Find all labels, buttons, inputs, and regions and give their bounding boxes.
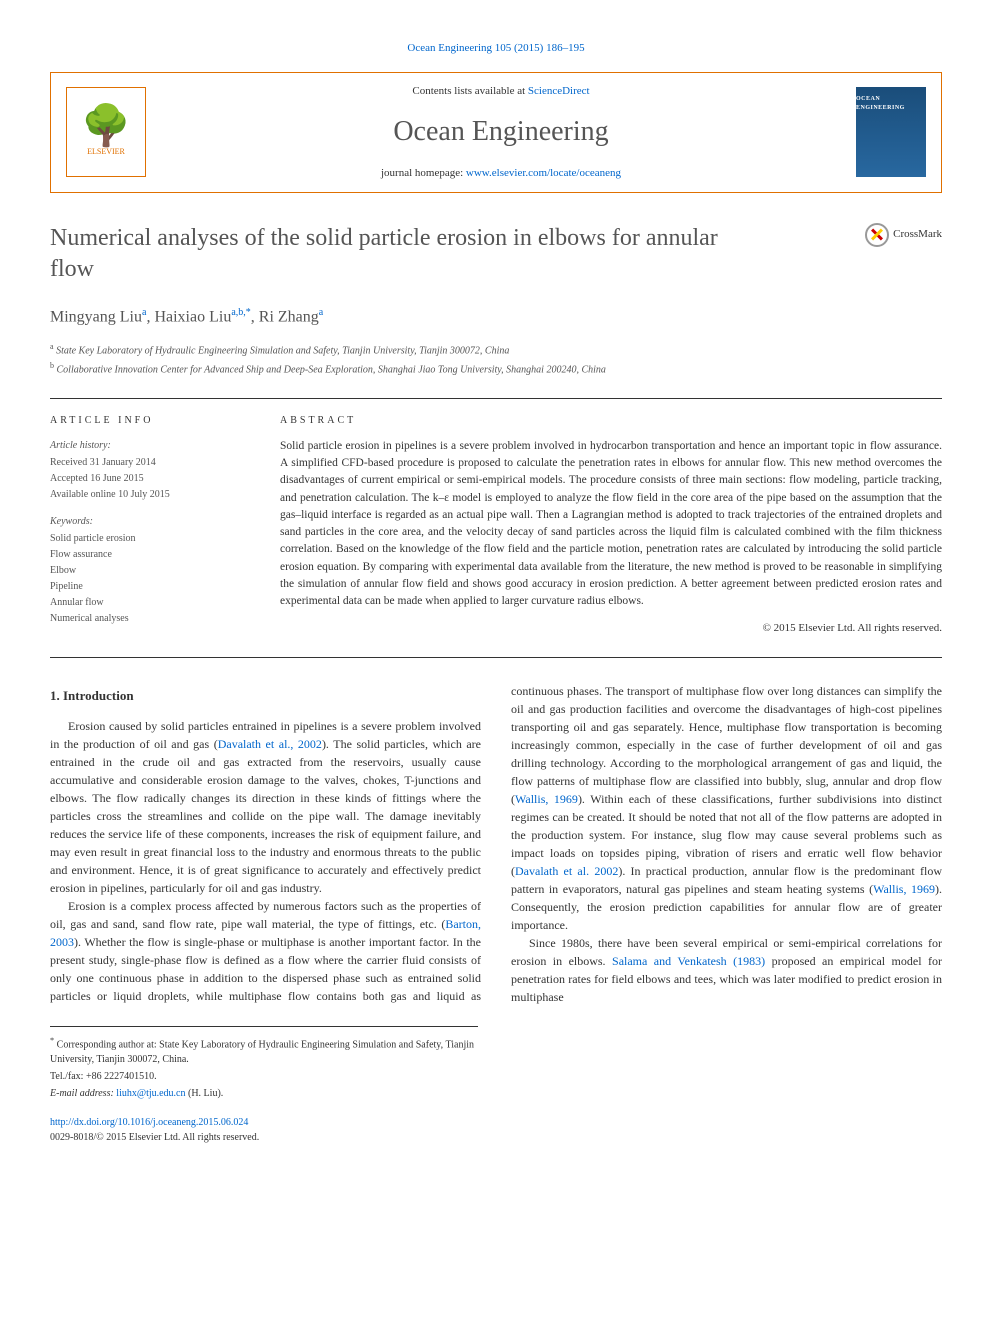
cover-title: OCEAN ENGINEERING [856,95,926,113]
keyword-item: Pipeline [50,579,250,594]
abstract-copyright: © 2015 Elsevier Ltd. All rights reserved… [280,620,942,637]
body-two-columns: 1. Introduction Erosion caused by solid … [50,682,942,1006]
affiliation-b: b Collaborative Innovation Center for Ad… [50,360,942,378]
issn-copyright: 0029-8018/© 2015 Elsevier Ltd. All right… [50,1130,942,1145]
tel-fax-line: Tel./fax: +86 2227401510. [50,1069,478,1084]
authors-line: Mingyang Liua, Haixiao Liua,b,*, Ri Zhan… [50,305,942,329]
sciencedirect-link[interactable]: ScienceDirect [528,85,590,97]
received-date: Received 31 January 2014 [50,455,250,470]
body-paragraph: Erosion caused by solid particles entrai… [50,717,481,897]
publisher-name: ELSEVIER [87,146,125,158]
title-row: Numerical analyses of the solid particle… [50,223,942,285]
section-heading: 1. Introduction [50,686,481,706]
body-paragraph: Since 1980s, there have been several emp… [511,934,942,1006]
email-link[interactable]: liuhx@tju.edu.cn [116,1088,185,1099]
keyword-item: Solid particle erosion [50,531,250,546]
keywords-label: Keywords: [50,514,250,529]
article-info-heading: ARTICLE INFO [50,413,250,428]
header-banner: 🌳 ELSEVIER Contents lists available at S… [50,72,942,193]
info-abstract-row: ARTICLE INFO Article history: Received 3… [50,413,942,637]
citation-link[interactable]: Salama and Venkatesh (1983) [612,954,765,968]
abstract-column: ABSTRACT Solid particle erosion in pipel… [280,413,942,637]
journal-cover-thumbnail: OCEAN ENGINEERING [856,87,926,177]
citation-link[interactable]: Davalath et al., 2002 [218,737,322,751]
homepage-link[interactable]: www.elsevier.com/locate/oceaneng [466,167,621,179]
citation-link[interactable]: Wallis, 1969 [515,792,578,806]
affiliations: a State Key Laboratory of Hydraulic Engi… [50,341,942,378]
journal-reference: Ocean Engineering 105 (2015) 186–195 [50,40,942,57]
homepage-line: journal homepage: www.elsevier.com/locat… [146,165,856,182]
crossmark-label: CrossMark [893,226,942,243]
accepted-date: Accepted 16 June 2015 [50,471,250,486]
email-line: E-mail address: liuhx@tju.edu.cn (H. Liu… [50,1086,478,1101]
elsevier-logo: 🌳 ELSEVIER [66,87,146,177]
article-title: Numerical analyses of the solid particle… [50,223,719,285]
doi-link[interactable]: http://dx.doi.org/10.1016/j.oceaneng.201… [50,1117,248,1128]
journal-ref-link[interactable]: Ocean Engineering [407,42,492,54]
corresponding-note: * Corresponding author at: State Key Lab… [50,1035,478,1067]
keyword-item: Elbow [50,563,250,578]
citation-link[interactable]: Wallis, 1969 [873,882,935,896]
footnotes: * Corresponding author at: State Key Lab… [50,1026,478,1101]
available-date: Available online 10 July 2015 [50,487,250,502]
author-affil-sup: a [319,307,323,318]
citation-link[interactable]: Davalath et al. 2002 [515,864,618,878]
article-info-column: ARTICLE INFO Article history: Received 3… [50,413,250,637]
history-label: Article history: [50,438,250,453]
contents-available-line: Contents lists available at ScienceDirec… [146,83,856,100]
abstract-text: Solid particle erosion in pipelines is a… [280,438,942,611]
affiliation-a: a State Key Laboratory of Hydraulic Engi… [50,341,942,359]
divider [50,398,942,399]
crossmark-icon [865,223,889,247]
abstract-heading: ABSTRACT [280,413,942,428]
crossmark-badge[interactable]: CrossMark [865,223,942,247]
keyword-item: Numerical analyses [50,611,250,626]
journal-title: Ocean Engineering [146,111,856,153]
author-affil-sup: a,b, [231,307,245,318]
header-center: Contents lists available at ScienceDirec… [146,83,856,182]
footer: http://dx.doi.org/10.1016/j.oceaneng.201… [50,1115,942,1145]
divider [50,657,942,658]
keyword-item: Flow assurance [50,547,250,562]
keyword-item: Annular flow [50,595,250,610]
elsevier-tree-icon: 🌳 [81,106,131,146]
